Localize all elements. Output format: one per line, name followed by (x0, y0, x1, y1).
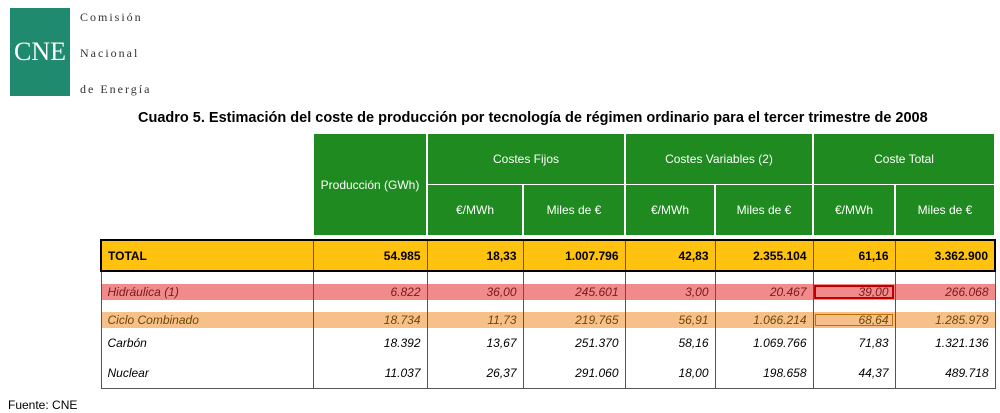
cell-fijos-eur-mwh: 26,37 (427, 358, 524, 389)
cell-fijos-eur-mwh: 18,33 (427, 239, 524, 272)
cell-fijos-miles: 251.370 (523, 328, 626, 358)
cell-variables-miles: 1.066.214 (715, 312, 814, 328)
cell-produccion: 6.822 (313, 284, 428, 300)
table-title: Cuadro 5. Estimación del coste de produc… (138, 110, 928, 126)
cell-total-eur-mwh: 61,16 (813, 239, 896, 272)
cell-total-eur-mwh: 68,64 (813, 312, 896, 328)
cell-variables-eur-mwh: 58,16 (625, 328, 716, 358)
cell-total-miles: 3.362.900 (895, 239, 997, 272)
cell-produccion: 18.392 (313, 328, 428, 358)
logo-text-energia: de Energía (80, 82, 152, 96)
header-coste-total: Coste Total (812, 133, 997, 185)
header-fijos-miles: Miles de € (522, 184, 626, 236)
cost-table: Producción (GWh) Costes Fijos Costes Var… (100, 133, 997, 389)
cell-variables-eur-mwh: 56,91 (625, 312, 716, 328)
header-costes-fijos: Costes Fijos (426, 133, 626, 185)
header-produccion: Producción (GWh) (312, 133, 428, 236)
cell-variables-miles: 1.069.766 (715, 328, 814, 358)
cell-fijos-miles: 291.060 (523, 358, 626, 389)
cell-variables-eur-mwh: 42,83 (625, 239, 716, 272)
cell-total-eur-mwh: 71,83 (813, 328, 896, 358)
logo-text-comision: Comisión (80, 10, 143, 24)
cell-fijos-eur-mwh: 36,00 (427, 284, 524, 300)
table-row-hidraulica: Hidráulica (1) 6.822 36,00 245.601 3,00 … (100, 284, 996, 300)
cell-variables-eur-mwh: 3,00 (625, 284, 716, 300)
cell-fijos-eur-mwh: 11,73 (427, 312, 524, 328)
cell-produccion: 54.985 (313, 239, 428, 272)
logo-text-nacional: Nacional (80, 46, 140, 60)
cell-variables-miles: 198.658 (715, 358, 814, 389)
cell-fijos-miles: 245.601 (523, 284, 626, 300)
cell-total-eur-mwh: 44,37 (813, 358, 896, 389)
row-label: Hidráulica (1) (100, 284, 314, 300)
cell-produccion: 11.037 (313, 358, 428, 389)
cell-variables-miles: 20.467 (715, 284, 814, 300)
row-label: Nuclear (100, 358, 314, 389)
cell-produccion: 18.734 (313, 312, 428, 328)
header-costes-variables: Costes Variables (2) (623, 133, 815, 185)
cell-fijos-eur-mwh: 13,67 (427, 328, 524, 358)
table-row-carbon: Carbón 18.392 13,67 251.370 58,16 1.069.… (100, 328, 996, 358)
row-label: Ciclo Combinado (100, 312, 314, 328)
header-total-miles: Miles de € (894, 184, 997, 236)
header-variables-miles: Miles de € (713, 184, 815, 236)
cell-total-eur-mwh: 39,00 (813, 284, 896, 300)
table-row-ciclo-combinado: Ciclo Combinado 18.734 11,73 219.765 56,… (100, 312, 996, 328)
cell-total-miles: 1.285.979 (895, 312, 996, 328)
row-label: Carbón (100, 328, 314, 358)
table-row-nuclear: Nuclear 11.037 26,37 291.060 18,00 198.6… (100, 358, 996, 389)
header-blank (101, 133, 313, 236)
cell-fijos-miles: 1.007.796 (523, 239, 626, 272)
cell-variables-miles: 2.355.104 (715, 239, 814, 272)
cell-total-miles: 489.718 (895, 358, 996, 389)
table-row-total: TOTAL 54.985 18,33 1.007.796 42,83 2.355… (100, 239, 997, 272)
header-variables-eur-mwh: €/MWh (624, 184, 716, 236)
source-note: Fuente: CNE (8, 398, 78, 412)
header-fijos-eur-mwh: €/MWh (426, 184, 524, 236)
cne-logo: CNE (10, 8, 70, 96)
row-label: TOTAL (100, 239, 314, 272)
cell-total-miles: 1.321.136 (895, 328, 996, 358)
cell-variables-eur-mwh: 18,00 (625, 358, 716, 389)
cell-fijos-miles: 219.765 (523, 312, 626, 328)
header-total-eur-mwh: €/MWh (812, 184, 897, 236)
cell-total-miles: 266.068 (895, 284, 996, 300)
